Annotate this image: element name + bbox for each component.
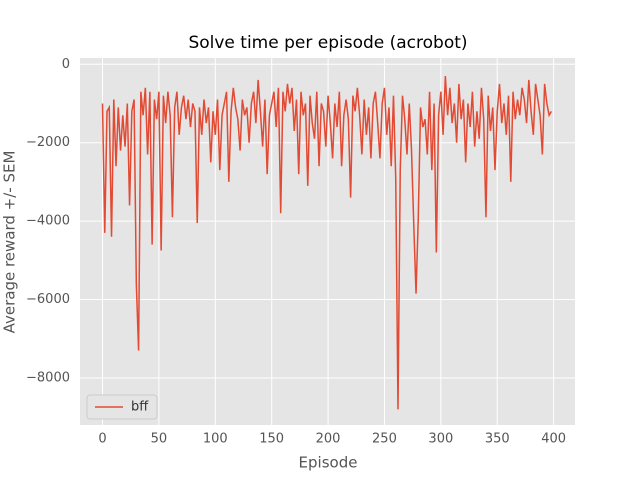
line-series [101, 75, 553, 410]
y-tick-label: −8000 [26, 370, 70, 385]
y-tick-label: −4000 [26, 214, 70, 229]
x-tick-label: 150 [259, 432, 284, 447]
x-tick-label: 400 [541, 432, 566, 447]
x-tick-label: 300 [428, 432, 453, 447]
legend-label: bff [131, 400, 149, 415]
x-tick-label: 100 [203, 432, 228, 447]
x-tick-label: 0 [98, 432, 106, 447]
y-axis-label: Average reward +/- SEM [1, 151, 19, 334]
x-axis-label: Episode [299, 454, 358, 472]
x-tick-label: 350 [485, 432, 510, 447]
x-tick-label: 50 [151, 432, 168, 447]
y-tick-label: −2000 [26, 135, 70, 150]
y-tick-label: 0 [62, 57, 70, 72]
y-tick-label: −6000 [26, 292, 70, 307]
x-tick-label: 250 [372, 432, 397, 447]
x-tick-label: 200 [316, 432, 341, 447]
chart-title: Solve time per episode (acrobot) [188, 33, 467, 53]
